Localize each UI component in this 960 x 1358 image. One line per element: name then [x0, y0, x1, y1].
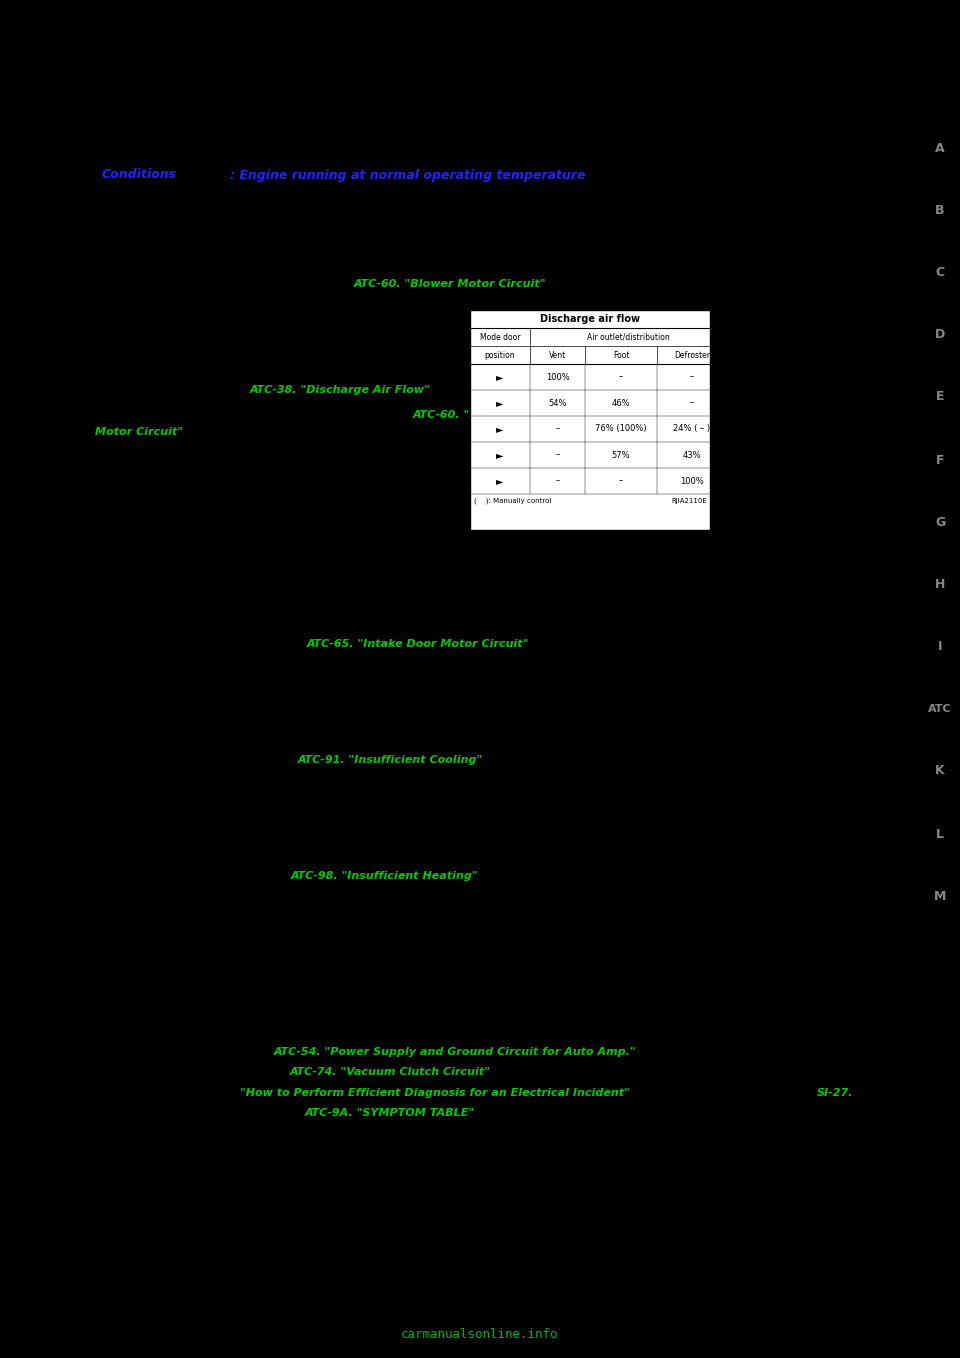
- Text: M: M: [934, 889, 947, 903]
- Text: –: –: [556, 451, 560, 459]
- Text: –: –: [556, 477, 560, 486]
- Text: 43%: 43%: [683, 451, 702, 459]
- Text: 100%: 100%: [680, 477, 704, 486]
- Text: H: H: [935, 577, 946, 591]
- Text: –: –: [619, 477, 623, 486]
- Text: Defroster: Defroster: [674, 350, 710, 360]
- Text: ATC-98. "Insufficient Heating": ATC-98. "Insufficient Heating": [291, 870, 479, 881]
- Text: –: –: [556, 425, 560, 433]
- Text: –: –: [690, 372, 694, 382]
- Text: Vent: Vent: [549, 350, 566, 360]
- Text: F: F: [936, 454, 945, 467]
- Text: Motor Circuit": Motor Circuit": [95, 426, 183, 437]
- Text: 57%: 57%: [612, 451, 631, 459]
- Bar: [470, 310, 710, 530]
- Text: ATC: ATC: [928, 703, 951, 714]
- Text: 24% ( – ): 24% ( – ): [673, 425, 710, 433]
- Text: SI-27.: SI-27.: [817, 1088, 853, 1099]
- Text: ATC-91. "Insufficient Cooling": ATC-91. "Insufficient Cooling": [298, 755, 483, 765]
- Text: ATC-60. "Mode Door: ATC-60. "Mode Door: [412, 410, 538, 420]
- Text: G: G: [935, 516, 946, 528]
- Text: ATC-38. "Discharge Air Flow": ATC-38. "Discharge Air Flow": [250, 386, 430, 395]
- Text: C: C: [935, 266, 945, 278]
- Text: K: K: [935, 765, 945, 778]
- Text: ►: ►: [496, 398, 504, 407]
- Text: –: –: [690, 398, 694, 407]
- Text: 100%: 100%: [545, 372, 569, 382]
- Text: "How to Perform Efficient Diagnosis for an Electrical Incident": "How to Perform Efficient Diagnosis for …: [240, 1088, 630, 1099]
- Text: (    ): Manually control: ( ): Manually control: [474, 498, 551, 504]
- Text: A: A: [935, 141, 945, 155]
- Text: carmanualsonline.info: carmanualsonline.info: [401, 1328, 559, 1342]
- Text: 76% (100%): 76% (100%): [595, 425, 647, 433]
- Text: : Engine running at normal operating temperature: : Engine running at normal operating tem…: [230, 168, 586, 182]
- Text: Discharge air flow: Discharge air flow: [540, 314, 640, 325]
- Text: 54%: 54%: [548, 398, 566, 407]
- Text: –: –: [619, 372, 623, 382]
- Text: 46%: 46%: [612, 398, 631, 407]
- Text: E: E: [936, 391, 945, 403]
- Text: L: L: [936, 827, 944, 841]
- Text: Mode door: Mode door: [480, 333, 520, 341]
- Text: Conditions: Conditions: [102, 168, 178, 182]
- Text: I: I: [938, 641, 943, 653]
- Text: D: D: [935, 329, 946, 341]
- Text: ►: ►: [496, 449, 504, 460]
- Text: ►: ►: [496, 477, 504, 486]
- Text: ATC-54. "Power Supply and Ground Circuit for Auto Amp.": ATC-54. "Power Supply and Ground Circuit…: [274, 1047, 636, 1057]
- Text: position: position: [485, 350, 516, 360]
- Text: RJIA2110E: RJIA2110E: [671, 498, 707, 504]
- Text: ►: ►: [496, 372, 504, 382]
- Text: Air outlet/distribution: Air outlet/distribution: [588, 333, 670, 341]
- Text: ATC-9A. "SYMPTOM TABLE": ATC-9A. "SYMPTOM TABLE": [305, 1108, 475, 1118]
- Text: Foot: Foot: [612, 350, 629, 360]
- Text: ►: ►: [496, 424, 504, 435]
- Text: B: B: [935, 204, 945, 216]
- Text: ATC-65. "Intake Door Motor Circuit": ATC-65. "Intake Door Motor Circuit": [307, 640, 529, 649]
- Text: ATC-60. "Blower Motor Circuit": ATC-60. "Blower Motor Circuit": [353, 278, 546, 289]
- Text: ATC-74. "Vacuum Clutch Circuit": ATC-74. "Vacuum Clutch Circuit": [290, 1067, 491, 1077]
